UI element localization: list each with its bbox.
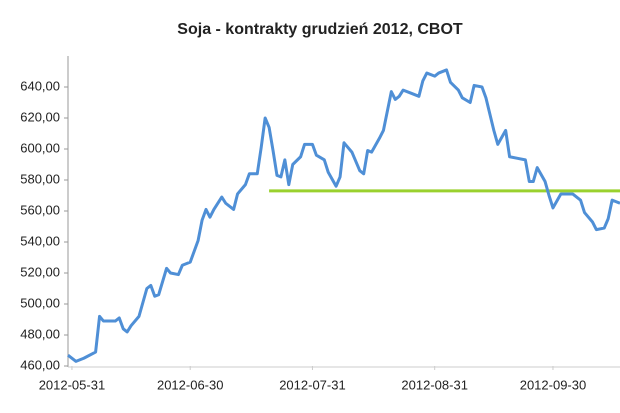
- y-tick-label: 540,00: [20, 233, 60, 248]
- y-tick-label: 480,00: [20, 326, 60, 341]
- x-tick-label: 2012-08-31: [401, 377, 468, 392]
- y-tick-label: 520,00: [20, 264, 60, 279]
- y-tick-label: 580,00: [20, 171, 60, 186]
- x-tick-label: 2012-06-30: [157, 377, 224, 392]
- y-tick-label: 500,00: [20, 295, 60, 310]
- y-tick-label: 600,00: [20, 140, 60, 155]
- y-tick-label: 640,00: [20, 78, 60, 93]
- x-tick-label: 2012-09-30: [520, 377, 587, 392]
- price-line: [67, 68, 620, 363]
- y-tick-label: 620,00: [20, 109, 60, 124]
- x-tick-label: 2012-05-31: [39, 377, 106, 392]
- chart-title: Soja - kontrakty grudzień 2012, CBOT: [177, 21, 463, 38]
- y-tick-label: 460,00: [20, 357, 60, 372]
- x-tick-label: 2012-07-31: [279, 377, 346, 392]
- y-tick-label: 560,00: [20, 202, 60, 217]
